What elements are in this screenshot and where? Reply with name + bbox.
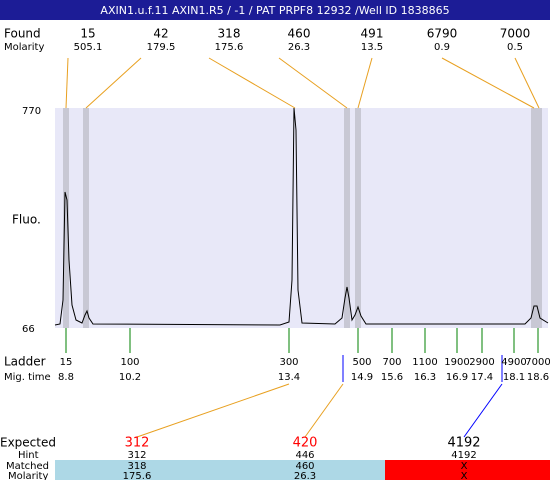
ladder-time: 14.9 <box>351 372 373 383</box>
ladder-size: 300 <box>279 357 298 368</box>
peak-size: 15 <box>80 27 95 41</box>
trace <box>54 107 549 326</box>
matched-molarity: 175.6 <box>123 471 152 480</box>
title: AXIN1.u.f.11 AXIN1.R5 / -1 / PAT PRPF8 1… <box>100 4 449 17</box>
y-max: 770 <box>22 106 41 117</box>
peak-connector <box>278 57 348 109</box>
ladder-time: 10.2 <box>119 372 141 383</box>
ladder-label: Ladder <box>4 355 46 369</box>
ladder-time: 13.4 <box>278 372 300 383</box>
ladder-time: 16.9 <box>446 372 468 383</box>
peak-molarity: 26.3 <box>288 42 310 53</box>
expected-size: 4192 <box>447 436 480 451</box>
peak-size: 6790 <box>427 27 458 41</box>
matched-molarity: 26.3 <box>294 471 316 480</box>
ladder-size: 7000 <box>525 357 550 368</box>
molarity-label: Molarity <box>8 471 48 480</box>
peak-connector <box>65 57 69 109</box>
ladder-time: 15.6 <box>381 372 403 383</box>
matched: X <box>461 461 468 472</box>
connector <box>463 383 503 438</box>
peak-connector <box>441 57 535 109</box>
peak-molarity: 179.5 <box>147 42 176 53</box>
ladder-size: 500 <box>352 357 371 368</box>
found-label: Found <box>4 27 41 41</box>
peak-connector <box>514 57 540 109</box>
plot-area <box>55 108 548 328</box>
peak-connector <box>357 57 373 109</box>
ladder-size: 700 <box>382 357 401 368</box>
ladder-time: 17.4 <box>471 372 493 383</box>
peak-molarity: 505.1 <box>74 42 103 53</box>
hint-label: Hint <box>18 450 39 461</box>
ladder-time: 8.8 <box>58 372 74 383</box>
molarity-label: Molarity <box>4 42 44 53</box>
expected-size: 312 <box>125 436 150 451</box>
ladder-size: 1100 <box>412 357 437 368</box>
peak-molarity: 0.9 <box>434 42 450 53</box>
matched-molarity: X <box>461 471 468 480</box>
mig-time-label: Mig. time <box>4 372 51 383</box>
peak-size: 460 <box>288 27 311 41</box>
ladder-time: 18.6 <box>527 372 549 383</box>
peak-molarity: 13.5 <box>361 42 383 53</box>
peak-bands <box>63 108 542 328</box>
title-bar <box>0 0 550 20</box>
expected-size: 420 <box>293 436 318 451</box>
expected-label: Expected <box>0 436 56 450</box>
peak-size: 491 <box>361 27 384 41</box>
peak-molarity: 0.5 <box>507 42 523 53</box>
matched: 318 <box>127 461 146 472</box>
y-min: 66 <box>22 324 35 335</box>
matched-ok <box>55 460 385 480</box>
hint: 4192 <box>451 450 476 461</box>
ladder-size: 100 <box>120 357 139 368</box>
peak-size: 318 <box>218 27 241 41</box>
matched-label: Matched <box>6 461 49 472</box>
ladder-size: 4900 <box>501 357 526 368</box>
ladder-time: 18.1 <box>503 372 525 383</box>
peak-size: 7000 <box>500 27 531 41</box>
peak-connector <box>85 57 142 109</box>
peak-connector <box>208 57 296 109</box>
ladder-size: 15 <box>60 357 73 368</box>
hint: 312 <box>127 450 146 461</box>
expected-markers <box>342 355 503 382</box>
connectors <box>136 383 344 438</box>
ladder-size: 2900 <box>469 357 494 368</box>
peak-size: 42 <box>153 27 168 41</box>
hint: 446 <box>295 450 314 461</box>
ladder-time: 16.3 <box>414 372 436 383</box>
matched-miss <box>385 460 550 480</box>
y-label: Fluo. <box>12 213 41 227</box>
peak-molarity: 175.6 <box>215 42 244 53</box>
ladder-size: 1900 <box>444 357 469 368</box>
matched: 460 <box>295 461 314 472</box>
